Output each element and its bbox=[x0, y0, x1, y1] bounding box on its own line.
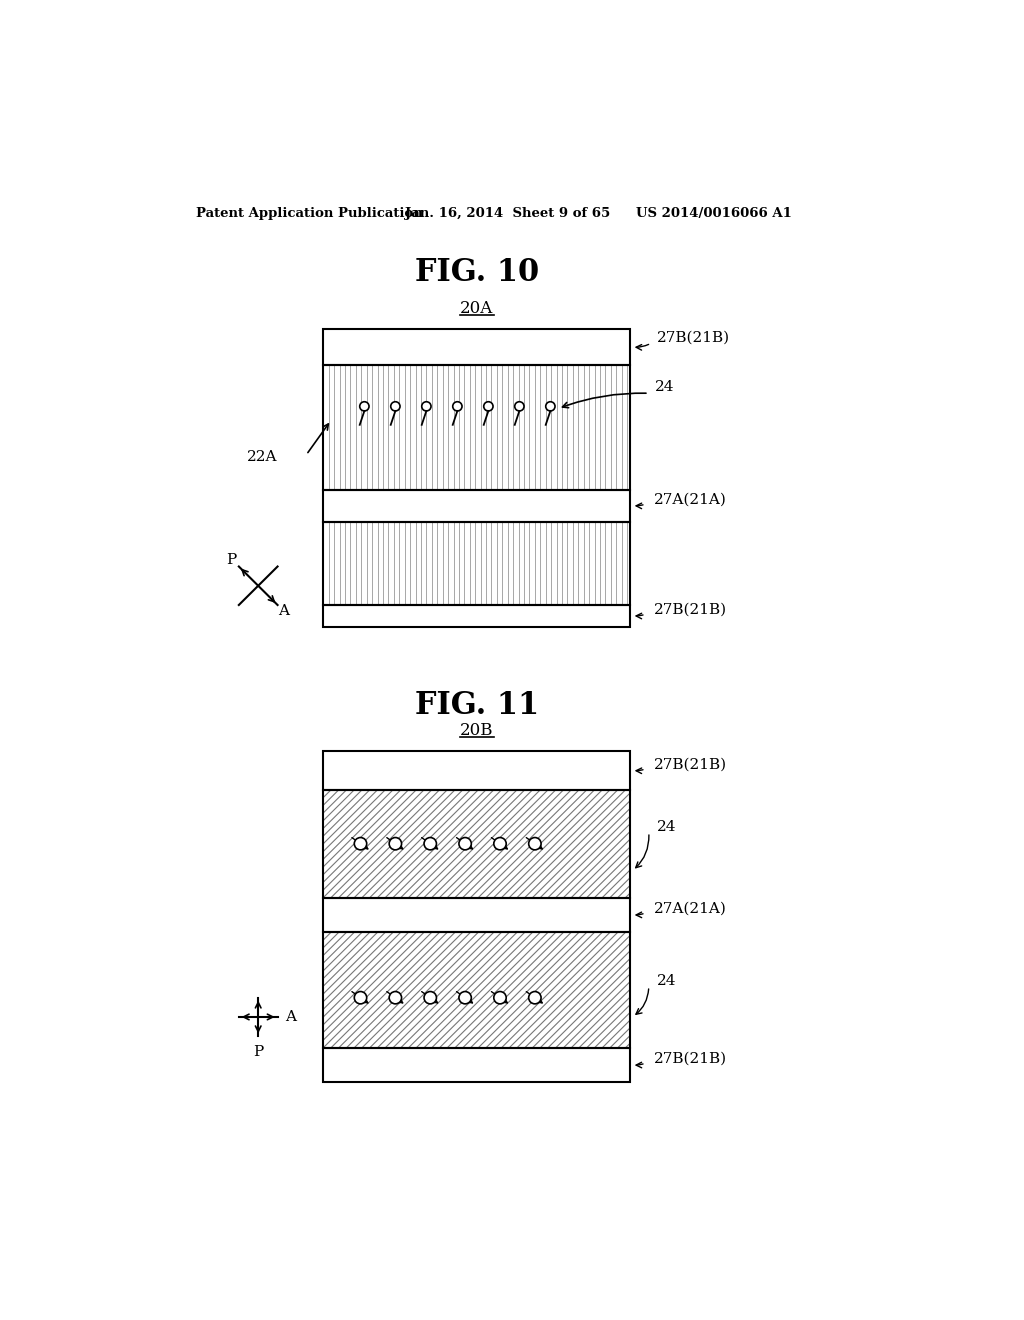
Text: A: A bbox=[286, 1010, 296, 1024]
Circle shape bbox=[459, 837, 471, 850]
Circle shape bbox=[391, 401, 400, 411]
Text: 24: 24 bbox=[655, 380, 675, 395]
Circle shape bbox=[494, 837, 506, 850]
Text: 27B(21B): 27B(21B) bbox=[653, 758, 727, 771]
Text: 27A(21A): 27A(21A) bbox=[653, 492, 726, 507]
Bar bbox=[324, 605, 630, 627]
Text: 22A: 22A bbox=[247, 450, 278, 465]
Text: 20B: 20B bbox=[460, 722, 494, 739]
Text: 24: 24 bbox=[656, 974, 676, 987]
Bar bbox=[324, 364, 630, 490]
Text: Jan. 16, 2014  Sheet 9 of 65: Jan. 16, 2014 Sheet 9 of 65 bbox=[406, 207, 610, 220]
Bar bbox=[324, 1048, 630, 1082]
Text: A: A bbox=[279, 605, 289, 618]
Bar bbox=[324, 932, 630, 1048]
Circle shape bbox=[515, 401, 524, 411]
Circle shape bbox=[546, 401, 555, 411]
Text: 24: 24 bbox=[656, 820, 676, 834]
Circle shape bbox=[389, 991, 401, 1005]
Bar bbox=[324, 490, 630, 521]
Bar bbox=[324, 330, 630, 364]
Text: FIG. 10: FIG. 10 bbox=[415, 257, 539, 288]
Text: P: P bbox=[226, 553, 237, 568]
Text: P: P bbox=[253, 1045, 263, 1060]
Circle shape bbox=[354, 991, 367, 1005]
Circle shape bbox=[528, 991, 541, 1005]
Text: 20A: 20A bbox=[460, 300, 494, 317]
Circle shape bbox=[424, 991, 436, 1005]
Text: 27B(21B): 27B(21B) bbox=[653, 1052, 727, 1065]
Circle shape bbox=[528, 837, 541, 850]
Circle shape bbox=[494, 991, 506, 1005]
Circle shape bbox=[424, 837, 436, 850]
Circle shape bbox=[483, 401, 493, 411]
Text: Patent Application Publication: Patent Application Publication bbox=[197, 207, 423, 220]
Text: 27B(21B): 27B(21B) bbox=[653, 603, 727, 616]
Text: 27A(21A): 27A(21A) bbox=[653, 902, 726, 915]
Text: US 2014/0016066 A1: US 2014/0016066 A1 bbox=[636, 207, 792, 220]
Bar bbox=[324, 521, 630, 605]
Circle shape bbox=[422, 401, 431, 411]
Bar bbox=[324, 898, 630, 932]
Circle shape bbox=[359, 401, 369, 411]
Text: 27B(21B): 27B(21B) bbox=[656, 331, 730, 345]
Bar bbox=[324, 789, 630, 898]
Text: FIG. 11: FIG. 11 bbox=[415, 689, 539, 721]
Circle shape bbox=[459, 991, 471, 1005]
Circle shape bbox=[354, 837, 367, 850]
Circle shape bbox=[389, 837, 401, 850]
Bar bbox=[324, 751, 630, 789]
Circle shape bbox=[453, 401, 462, 411]
